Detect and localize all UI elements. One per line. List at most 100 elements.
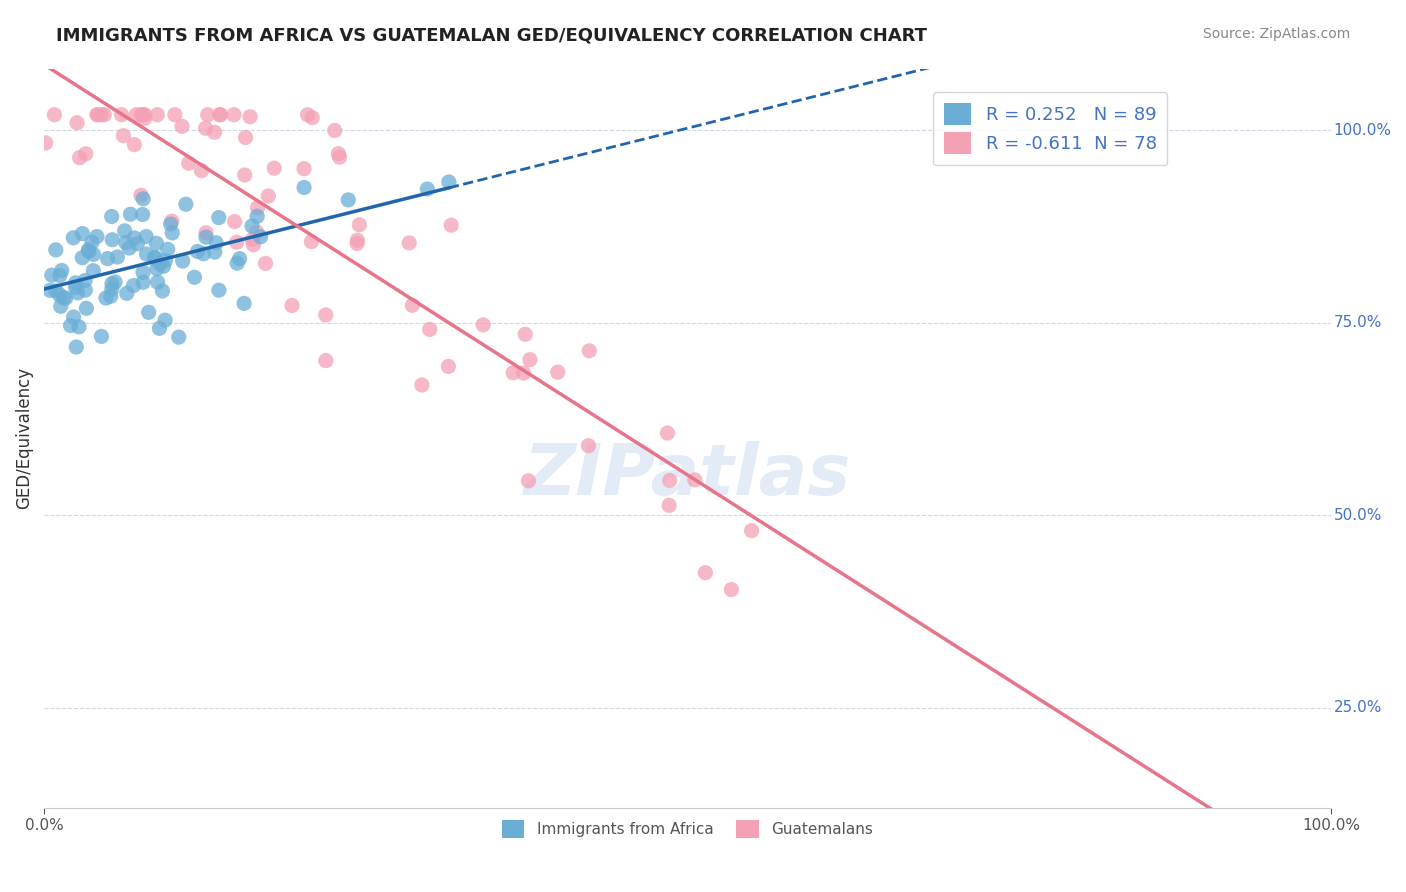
Point (194, 121, 217, 136)
Point (55, 291, 77, 305)
Point (48, 287, 70, 301)
Point (143, 251, 166, 265)
Point (34, 136, 56, 150)
Point (45, 284, 67, 298)
Point (134, 108, 156, 122)
Point (440, 218, 463, 232)
Point (398, 235, 420, 250)
Point (152, 284, 174, 298)
Point (86, 229, 108, 244)
Point (437, 175, 460, 189)
Text: Source: ZipAtlas.com: Source: ZipAtlas.com (1202, 27, 1350, 41)
Point (257, 189, 280, 203)
Point (159, 217, 181, 231)
Point (472, 318, 495, 332)
Point (65, 340, 87, 354)
Point (80, 235, 103, 250)
Text: IMMIGRANTS FROM AFRICA VS GUATEMALAN GED/EQUIVALENCY CORRELATION CHART: IMMIGRANTS FROM AFRICA VS GUATEMALAN GED… (56, 27, 927, 45)
Point (209, 108, 232, 122)
Point (205, 235, 228, 250)
Point (163, 108, 186, 122)
Point (246, 201, 269, 215)
Point (301, 111, 323, 125)
Point (75, 283, 97, 297)
Point (233, 168, 256, 182)
Point (281, 299, 304, 313)
Point (90, 329, 112, 343)
Point (101, 277, 124, 291)
Point (337, 193, 360, 207)
Point (97, 252, 120, 266)
Point (512, 366, 534, 380)
Point (177, 156, 200, 170)
Point (416, 182, 439, 196)
Point (578, 343, 600, 358)
Point (292, 161, 315, 176)
Point (100, 289, 122, 303)
Point (172, 254, 194, 268)
Point (115, 286, 138, 301)
Point (75, 146, 97, 161)
Point (143, 251, 166, 265)
Point (129, 188, 152, 202)
Point (346, 233, 368, 247)
Point (235, 130, 257, 145)
Point (118, 241, 141, 255)
Point (170, 120, 193, 134)
Point (197, 108, 219, 122)
Point (152, 259, 174, 273)
Point (51, 263, 73, 277)
Point (263, 161, 285, 176)
Point (156, 242, 179, 256)
Point (146, 261, 169, 276)
Point (65, 281, 87, 295)
Point (683, 473, 706, 487)
Point (437, 359, 460, 374)
Point (132, 275, 155, 289)
Point (419, 322, 441, 336)
Point (160, 214, 183, 228)
Point (62, 231, 84, 245)
Point (45, 243, 67, 257)
Point (94, 291, 117, 305)
Point (122, 278, 145, 293)
Text: 25.0%: 25.0% (1333, 700, 1382, 715)
Point (86, 108, 108, 122)
Point (315, 308, 337, 322)
Point (204, 125, 226, 139)
Text: 100.0%: 100.0% (1333, 122, 1392, 137)
Point (226, 256, 249, 270)
Point (195, 226, 218, 240)
Point (208, 283, 231, 297)
Point (75, 301, 97, 316)
Point (112, 128, 135, 143)
Point (242, 233, 264, 247)
Point (82, 247, 104, 261)
Point (657, 425, 679, 440)
Point (77, 243, 100, 257)
Point (349, 218, 371, 232)
Point (515, 327, 537, 342)
Point (72, 251, 94, 265)
Point (658, 474, 681, 488)
Point (329, 150, 352, 164)
Point (132, 108, 155, 122)
Point (299, 235, 322, 249)
Point (62, 310, 84, 324)
Point (120, 207, 142, 221)
Point (127, 236, 149, 251)
Point (187, 244, 209, 259)
Point (695, 566, 717, 580)
Point (124, 137, 146, 152)
Point (67, 319, 90, 334)
Point (129, 108, 152, 122)
Point (101, 233, 124, 247)
Point (502, 366, 524, 380)
Point (132, 192, 155, 206)
Point (66, 285, 89, 300)
Point (148, 321, 170, 335)
Point (44, 108, 66, 122)
Point (411, 378, 433, 392)
Point (204, 245, 226, 260)
Point (135, 229, 157, 244)
